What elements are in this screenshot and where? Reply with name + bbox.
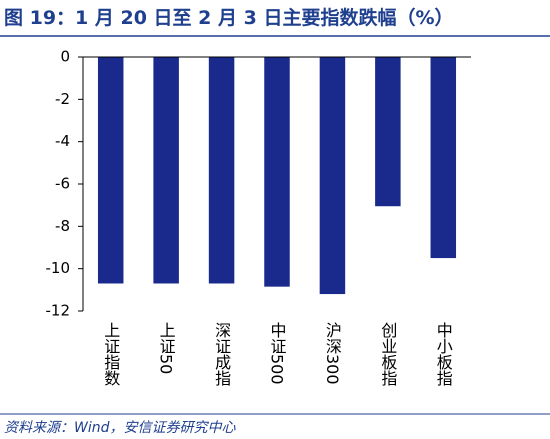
bar xyxy=(430,57,457,259)
source: 资料来源：Wind，安信证券研究中心 xyxy=(4,420,236,436)
bar xyxy=(153,57,179,284)
y-tick-label: 0 xyxy=(60,48,70,66)
y-tick-label: -8 xyxy=(55,217,70,235)
bar xyxy=(97,57,124,284)
x-tick-label: 上证50 xyxy=(157,322,176,374)
y-tick-label: -10 xyxy=(46,259,71,277)
x-tick-label: 上证指数 xyxy=(101,322,120,386)
y-tick-label: -2 xyxy=(55,90,70,108)
x-tick-label: 沪深300 xyxy=(323,322,342,385)
x-tick-label: 中证500 xyxy=(268,322,287,385)
y-tick-label: -6 xyxy=(55,175,70,193)
bar xyxy=(208,57,235,284)
x-tick-label: 创业板指 xyxy=(378,322,397,387)
x-tick-label: 深证成指 xyxy=(212,322,231,387)
bar xyxy=(264,57,290,287)
chart-title: 图 19：1 月 20 日至 2 月 3 日主要指数跌幅（%） xyxy=(4,6,454,29)
bar xyxy=(319,57,346,295)
x-tick-label: 中小板指 xyxy=(434,322,453,387)
y-tick-label: -12 xyxy=(46,302,71,320)
bar xyxy=(375,57,401,207)
y-tick-label: -4 xyxy=(55,132,70,150)
